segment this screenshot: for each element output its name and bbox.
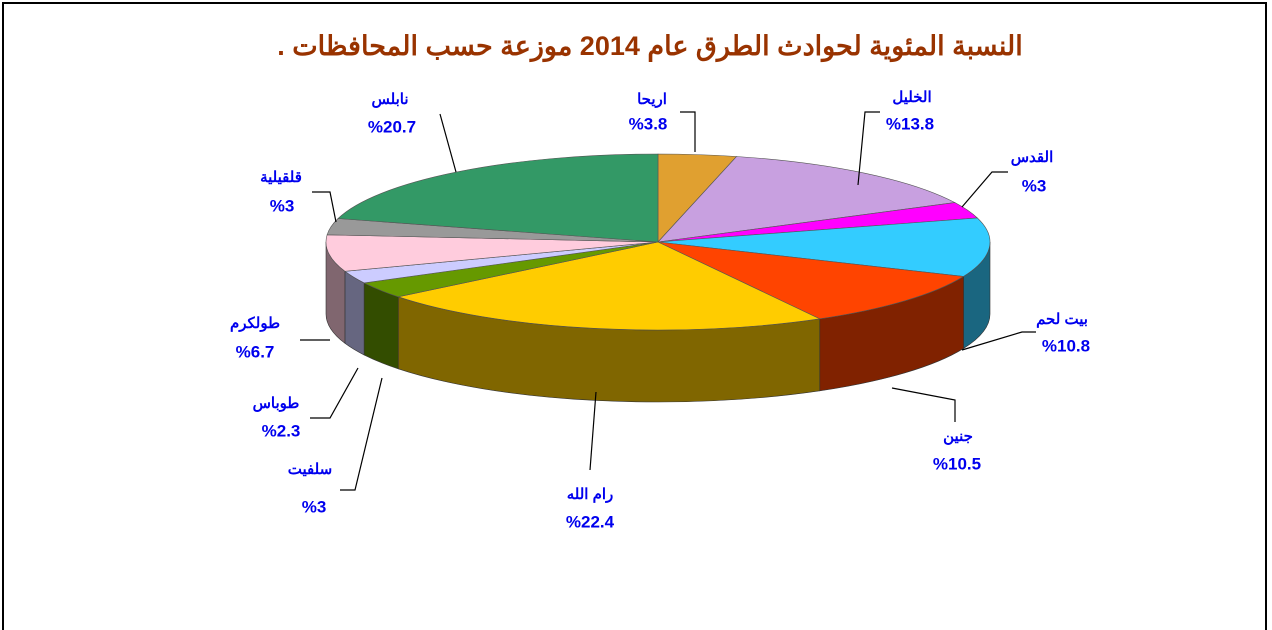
category-label: رام الله: [567, 486, 614, 503]
slice: [657, 241, 965, 320]
category-label: الخليل: [892, 89, 931, 106]
leader-line: [857, 111, 880, 186]
value-label: %3: [270, 196, 295, 215]
category-label: اريحا: [637, 91, 667, 108]
category-label: طوباس: [253, 395, 300, 412]
leader-line: [312, 191, 337, 223]
category-label: نابلس: [371, 91, 408, 108]
slice-side: [363, 282, 399, 370]
leader-line: [589, 391, 597, 471]
category-label: جنين: [943, 428, 973, 445]
leader-line: [310, 367, 359, 419]
value-label: %13.8: [886, 114, 934, 133]
category-label: القدس: [1011, 149, 1054, 166]
leader-line: [891, 387, 956, 422]
slice: [657, 156, 956, 243]
leader-line: [961, 171, 1008, 208]
value-label: %6.7: [236, 342, 275, 361]
value-label: %2.3: [262, 421, 301, 440]
slice-side: [344, 270, 365, 356]
chart-title: النسبة المئوية لحوادث الطرق عام 2014 موز…: [277, 31, 1022, 63]
value-label: %3.8: [629, 114, 668, 133]
category-label: قلقيلية: [260, 169, 302, 186]
value-label: %20.7: [368, 117, 416, 136]
leader-line: [340, 377, 383, 491]
category-label: بيت لحم: [1036, 311, 1088, 328]
value-label: %3: [1022, 176, 1047, 195]
slice: [657, 217, 991, 277]
value-label: %22.4: [566, 512, 615, 531]
leader-line: [961, 331, 1036, 351]
slice: [397, 241, 821, 331]
category-label: طولكرم: [230, 315, 280, 332]
leader-line: [439, 113, 457, 173]
leader-line: [680, 111, 696, 152]
value-label: %10.5: [933, 454, 981, 473]
value-label: %3: [302, 497, 327, 516]
slice: [337, 153, 659, 243]
slice: [325, 234, 659, 272]
category-label: سلفيت: [288, 461, 332, 478]
value-label: %10.8: [1042, 336, 1090, 355]
